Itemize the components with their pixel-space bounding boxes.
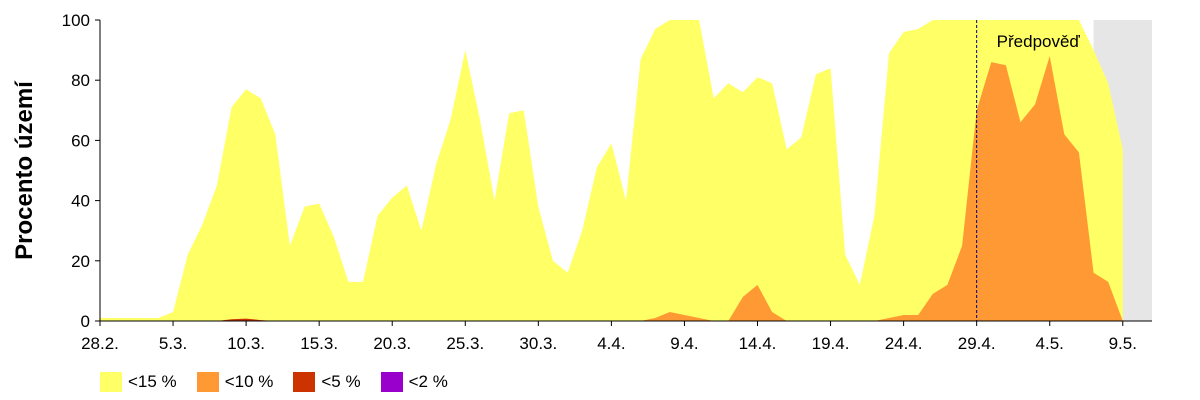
y-tick-label: 100: [62, 11, 90, 30]
x-tick-label: 28.2.: [81, 334, 119, 353]
legend-swatch: [100, 372, 122, 392]
legend-label: <2 %: [408, 372, 448, 391]
x-tick-label: 24.4.: [885, 334, 923, 353]
x-tick-label: 4.4.: [597, 334, 625, 353]
y-tick-label: 20: [71, 252, 90, 271]
y-axis-label: Procento území: [11, 80, 38, 260]
legend-item-4: <2 %: [380, 372, 448, 392]
x-tick-label: 30.3.: [519, 334, 557, 353]
y-tick-label: 60: [71, 131, 90, 150]
axes: 0 20 40 60 80 100 28.2. 5.3. 10.3. 15.3. 20.3. 25.3…: [62, 11, 1152, 353]
x-tick-label: 15.3.: [300, 334, 338, 353]
legend-item-3: <5 %: [293, 372, 361, 392]
x-tick-label: 9.4.: [670, 334, 698, 353]
legend-swatch: [380, 372, 403, 392]
x-tick-label: 5.3.: [159, 334, 187, 353]
x-tick-label: 25.3.: [446, 334, 484, 353]
x-tick-label: 14.4.: [739, 334, 777, 353]
chart: Předpověď 0 20 40 60 80 100 28.2. 5.3. 10.3. 15.3…: [11, 11, 1152, 353]
legend-swatch: [196, 372, 219, 392]
y-tick-label: 0: [81, 312, 90, 331]
x-tick-label: 29.4.: [958, 334, 996, 353]
x-tick-label: 20.3.: [373, 334, 411, 353]
series-layer: [100, 20, 1123, 321]
y-tick-label: 40: [71, 192, 90, 211]
legend: <15 % <10 % <5 % <2 %: [100, 372, 448, 392]
legend-swatch: [293, 372, 316, 392]
y-tick-label: 80: [71, 71, 90, 90]
forecast-label: Předpověď: [997, 32, 1081, 51]
legend-label: <15 %: [128, 372, 177, 391]
legend-item-1: <15 %: [100, 372, 177, 392]
series-area-2: [100, 56, 1123, 321]
x-tick-label: 4.5.: [1036, 334, 1064, 353]
legend-item-2: <10 %: [196, 372, 274, 392]
x-tick-label: 10.3.: [227, 334, 265, 353]
legend-label: <5 %: [321, 372, 361, 391]
legend-label: <10 %: [224, 372, 274, 391]
x-tick-label: 9.5.: [1109, 334, 1137, 353]
x-tick-label: 19.4.: [812, 334, 850, 353]
series-area-1: [100, 20, 1123, 321]
